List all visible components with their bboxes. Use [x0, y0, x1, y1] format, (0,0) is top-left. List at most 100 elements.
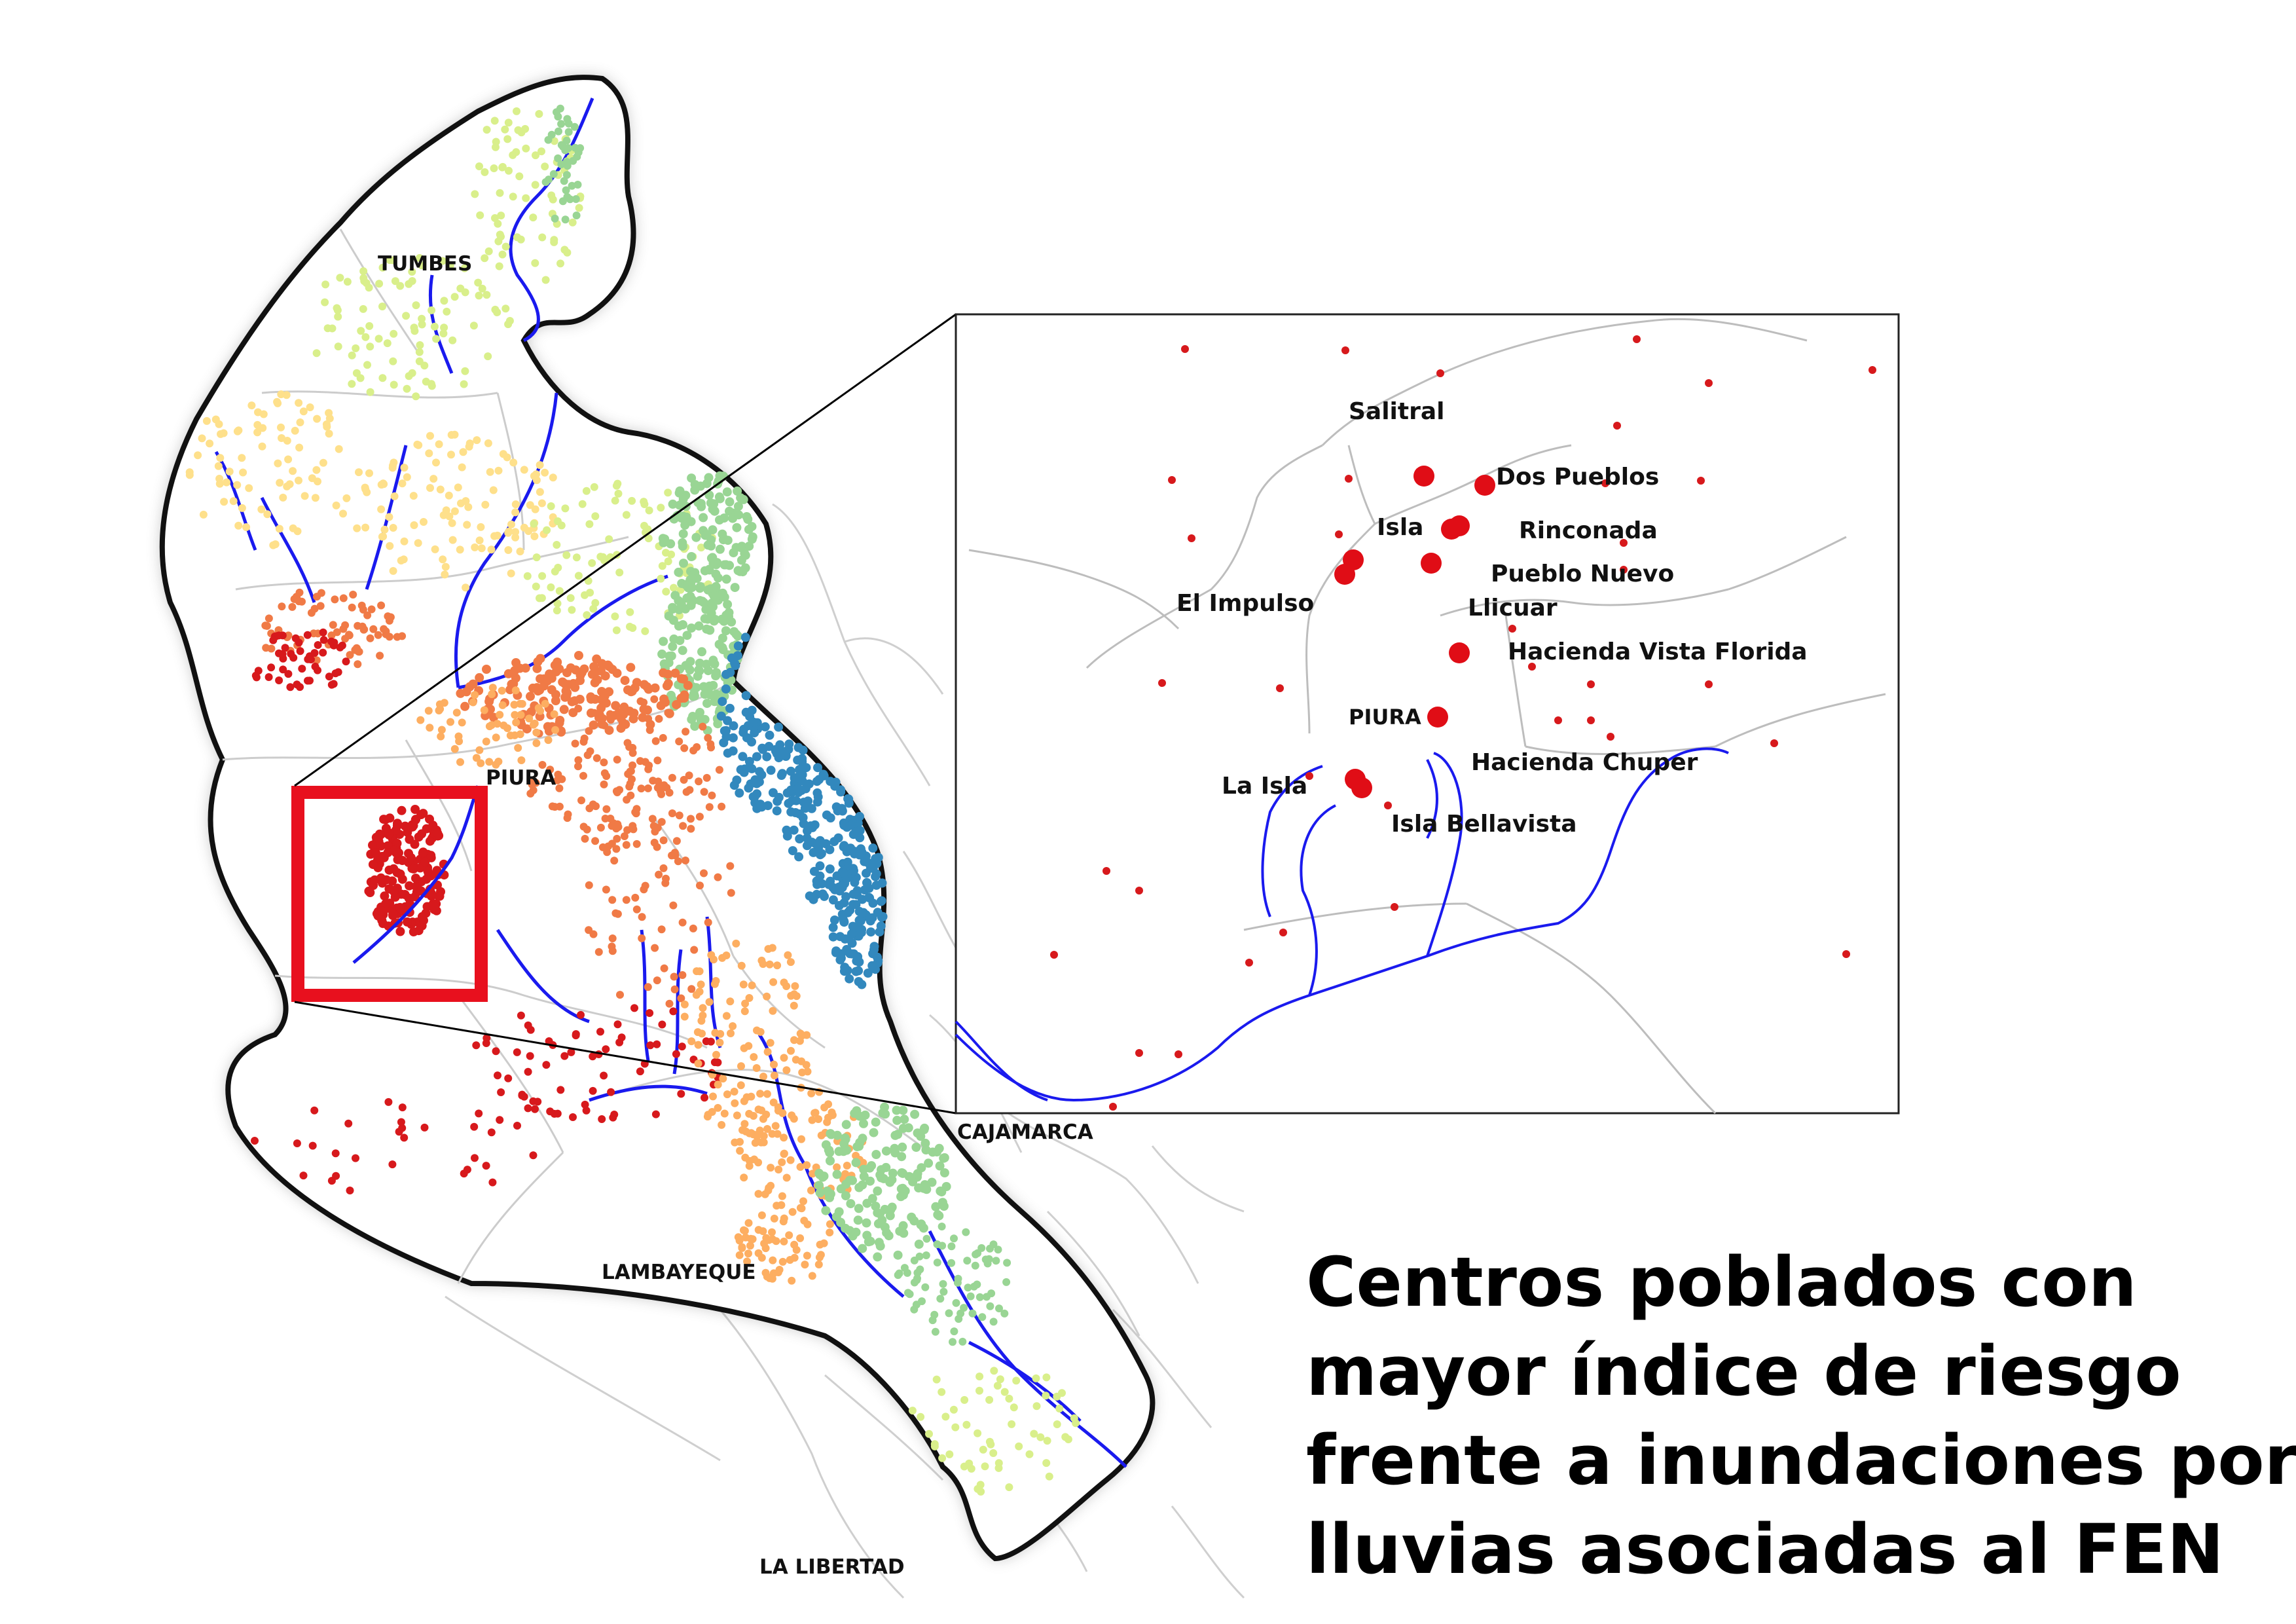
population-center-point: [602, 805, 611, 813]
population-center-point: [525, 714, 534, 723]
population-center-point: [930, 1442, 939, 1450]
population-center-point: [741, 999, 750, 1008]
population-center-point: [657, 925, 666, 934]
population-center-point: [854, 1204, 864, 1213]
population-center-point: [622, 511, 630, 519]
population-center-point: [829, 915, 839, 925]
population-center-point: [790, 1115, 798, 1123]
population-center-point: [299, 1172, 308, 1180]
population-center-point: [220, 498, 228, 506]
population-center-point: [277, 390, 285, 399]
population-center-point: [679, 674, 689, 684]
population-center-point: [704, 918, 712, 927]
population-center-point: [505, 527, 513, 536]
population-center-point: [844, 794, 854, 804]
population-center-point: [855, 811, 864, 821]
population-center-point: [705, 803, 714, 811]
population-center-point: [803, 796, 813, 806]
population-center-point: [949, 1405, 958, 1414]
population-center-point: [751, 1139, 759, 1147]
population-center-point: [792, 992, 801, 1001]
population-center-point: [501, 242, 510, 251]
population-center-point: [623, 739, 632, 747]
population-center-point: [279, 493, 287, 502]
population-center-point: [560, 679, 570, 689]
population-center-point: [699, 598, 708, 608]
population-center-point: [654, 777, 663, 786]
population-center-point: [299, 407, 308, 416]
population-center-point: [670, 849, 679, 857]
population-center-point: [395, 927, 405, 936]
population-center-point: [346, 1187, 354, 1194]
population-center-point: [729, 781, 739, 790]
population-center-point: [745, 1109, 754, 1118]
population-center-point: [487, 545, 496, 554]
population-center-point: [769, 1006, 777, 1015]
population-center-point: [526, 692, 535, 701]
population-center-point: [873, 1186, 883, 1196]
population-center-point: [715, 471, 725, 481]
population-center-point: [678, 918, 687, 927]
population-center-point: [477, 523, 485, 531]
population-center-point: [541, 468, 549, 477]
population-center-point: [833, 833, 843, 843]
population-center-point: [561, 504, 570, 513]
population-center-point: [763, 1048, 772, 1056]
population-center-point: [511, 500, 520, 509]
population-center-point: [828, 923, 838, 932]
population-center-point: [939, 1202, 949, 1211]
leader-line-top: [294, 313, 957, 787]
population-center-point: [678, 538, 687, 547]
population-center-point: [596, 553, 605, 561]
population-center-point: [325, 409, 333, 417]
population-center-point: [319, 628, 327, 637]
population-center-point: [482, 737, 490, 746]
population-center-point: [407, 822, 416, 832]
population-center-point: [194, 451, 202, 460]
population-center-point: [556, 104, 564, 113]
place-label-rinconada: Rinconada: [1519, 517, 1658, 544]
population-center-point: [729, 721, 738, 731]
population-center-point: [490, 117, 499, 125]
population-center-point: [288, 602, 297, 611]
population-center-point: [460, 380, 468, 388]
population-center-point: [1391, 903, 1398, 911]
population-center-point: [666, 539, 676, 549]
population-center-point: [608, 840, 616, 848]
population-center-point: [826, 1228, 834, 1237]
population-center-point: [389, 524, 397, 532]
population-center-point: [678, 529, 688, 539]
population-center-point: [930, 1310, 939, 1319]
population-center-point: [251, 671, 260, 680]
population-center-point: [880, 1102, 889, 1112]
population-center-point: [740, 1007, 749, 1016]
population-center-point: [815, 1188, 825, 1198]
population-center-point: [310, 1106, 319, 1115]
population-center-point: [727, 889, 735, 897]
population-center-point: [757, 743, 767, 753]
population-center-point: [400, 464, 409, 472]
population-center-point: [797, 1135, 805, 1143]
population-center-point: [549, 473, 557, 482]
population-center-point: [849, 949, 859, 959]
population-center-point: [858, 1180, 867, 1190]
population-center-point: [685, 771, 693, 780]
population-center-point: [611, 701, 621, 710]
population-center-point: [774, 1268, 782, 1276]
population-center-point: [1053, 1392, 1061, 1401]
population-center-point: [786, 1156, 795, 1164]
population-center-point: [1770, 739, 1778, 747]
population-center-point: [311, 494, 319, 502]
population-center-point: [898, 1142, 907, 1152]
population-center-point: [535, 110, 543, 118]
population-center-point: [700, 788, 708, 796]
population-center-point: [795, 1037, 804, 1045]
population-center-point: [276, 479, 284, 487]
population-center-point: [577, 1010, 585, 1019]
population-center-point: [238, 454, 246, 462]
population-center-point: [456, 688, 465, 698]
population-center-point: [576, 144, 585, 153]
population-center-point: [854, 966, 864, 976]
population-center-point: [398, 479, 407, 488]
population-center-point: [973, 1280, 981, 1289]
